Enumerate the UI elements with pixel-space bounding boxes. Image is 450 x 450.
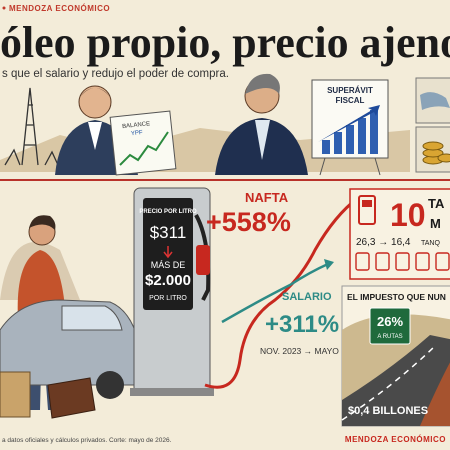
ypf-chart-label: BALANCE [122, 121, 150, 130]
current-price: $311 [150, 223, 187, 242]
future-price: MÁS DE [151, 260, 186, 270]
board-bar [346, 125, 354, 154]
tax-amount: $0,4 BILLONES [348, 405, 428, 417]
jerrycan [375, 252, 390, 271]
future-price: $2.000 [145, 272, 191, 289]
grocery-bag [0, 371, 31, 418]
pump-header: PRECIO POR LITRO [139, 209, 197, 215]
oil-derrick [4, 87, 59, 166]
car-wheel [96, 371, 124, 399]
price-arrow [163, 246, 173, 259]
ypf-chart-label: YPF [131, 130, 144, 137]
wallet [47, 377, 96, 419]
board-bars [322, 110, 378, 154]
tanks-number: 10 [390, 197, 426, 233]
salary-label: SALARIO [282, 291, 332, 303]
ypf-chart-line [119, 131, 169, 166]
board-leg [319, 157, 326, 176]
jerrycans [355, 252, 450, 271]
board-bar [322, 140, 330, 154]
subtitle: s que el salario y redujo el poder de co… [2, 68, 229, 80]
future-unit: POR LITRO [149, 295, 187, 302]
tax-share-label: A RUTAS [377, 334, 402, 340]
coin [437, 153, 450, 163]
ypf-chart [109, 110, 177, 176]
salary-change: +311% [265, 311, 339, 338]
jerrycan [435, 252, 450, 271]
title: óleo propio, precio ajeno [0, 18, 450, 67]
board-label: FISCAL [336, 96, 365, 105]
board-arrow [318, 105, 380, 142]
man-right-shirt [255, 120, 270, 160]
salary-arrowhead [324, 259, 334, 270]
coins [422, 141, 450, 165]
nafta-label: NAFTA [245, 190, 289, 205]
board-bar [358, 118, 366, 154]
road-line [341, 344, 437, 421]
tanks-detail: 26,3 → 16,4 [356, 237, 411, 248]
map-shape [420, 92, 450, 110]
board-leg [374, 157, 381, 176]
salary-line [221, 262, 329, 324]
tanks-title: TA [428, 196, 445, 211]
tax-share: 26% [377, 314, 403, 329]
jerrycan [355, 252, 370, 271]
man-right-hair [245, 73, 280, 94]
tanks-detail-suffix: TANQ [421, 240, 440, 247]
man-hair [29, 215, 56, 230]
pumpjacks [4, 148, 59, 166]
road-broken [420, 362, 450, 426]
derrick-frame [21, 87, 39, 166]
nafta-line [204, 196, 359, 389]
period: NOV. 2023 → MAYO 2026 [260, 346, 360, 356]
footer-brand: MENDOZA ECONÓMICO [345, 435, 446, 444]
pump-icon [358, 195, 376, 225]
tanks-title: M [430, 216, 441, 231]
pump-nozzle [196, 245, 210, 275]
pump-icon-screen [362, 200, 372, 207]
man-left-head [78, 85, 112, 119]
tax-title: EL IMPUESTO QUE NUN [347, 292, 446, 302]
man-left-hair [79, 88, 111, 98]
pump-base [130, 388, 214, 396]
coin [422, 141, 444, 151]
board-bar [370, 110, 378, 154]
man-left-shirt [88, 122, 102, 150]
road-sign [369, 307, 411, 345]
board-label: SUPERÁVIT [327, 86, 373, 95]
jerrycan [395, 252, 410, 271]
car-window [61, 305, 123, 331]
jerrycan [415, 252, 430, 271]
brand: MENDOZA ECONÓMICO [9, 4, 110, 13]
bullet [2, 6, 6, 10]
board-bar [334, 132, 342, 154]
nafta-change: +558% [206, 207, 291, 237]
footer-source: a datos oficiales y cálculos privados. C… [2, 437, 172, 444]
